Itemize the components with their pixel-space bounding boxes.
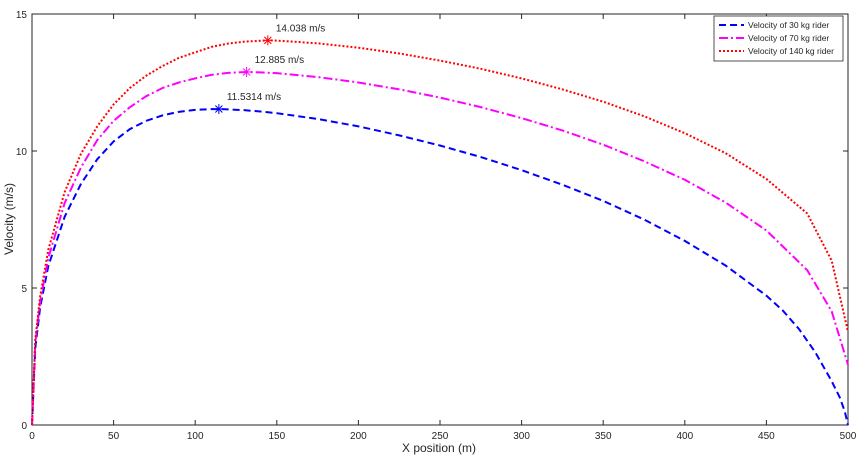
- peak-marker-stroke: [215, 105, 223, 113]
- x-tick-label: 350: [595, 431, 612, 442]
- annotation-group: 11.5314 m/s 12.885 m/s 14.038 m/s: [213, 23, 325, 115]
- y-tick-label: 10: [16, 147, 28, 158]
- x-tick-label: 250: [432, 431, 449, 442]
- legend-label-2: Velocity of 70 kg rider: [748, 33, 829, 43]
- x-axis-label: X position (m): [402, 441, 476, 455]
- peak-marker-3: [262, 35, 273, 46]
- peak-marker-stroke: [263, 36, 272, 45]
- peak-marker-2: [241, 66, 252, 77]
- x-tick-label: 0: [29, 431, 35, 442]
- series-group: [31, 39, 849, 426]
- x-tick-label: 450: [758, 431, 775, 442]
- peak-label-2: 12.885 m/s: [255, 55, 304, 66]
- x-tick-label: 200: [350, 431, 367, 442]
- legend-label-3: Velocity of 140 kg rider: [748, 46, 834, 56]
- legend-label-1: Velocity of 30 kg rider: [748, 20, 829, 30]
- x-tick-label: 300: [513, 431, 530, 442]
- axes-group: [31, 13, 849, 426]
- y-tick-label: 0: [21, 421, 27, 432]
- x-tick-label: 400: [676, 431, 693, 442]
- legend-box: [713, 15, 844, 62]
- y-tick-label: 15: [16, 10, 28, 21]
- y-axis-label: Velocity (m/s): [2, 183, 16, 255]
- x-tick-label: 50: [108, 431, 120, 442]
- peak-label-1: 11.5314 m/s: [227, 92, 281, 103]
- peak-marker-stroke: [242, 68, 251, 76]
- plot-area-box: [31, 13, 849, 426]
- x-tick-label: 150: [268, 431, 285, 442]
- legend: Velocity of 30 kg rider Velocity of 70 kg…: [713, 15, 844, 62]
- series-line-3: [31, 39, 849, 426]
- tick-group: 0 50 100 150 200 250 300 350 400 450 500 0 5 10 15: [16, 10, 857, 442]
- peak-marker-1: [213, 104, 224, 115]
- peak-label-3: 14.038 m/s: [276, 23, 325, 34]
- x-tick-label: 100: [187, 431, 204, 442]
- series-line-1: [31, 108, 849, 426]
- y-tick-label: 5: [21, 284, 27, 295]
- series-line-2: [31, 70, 849, 426]
- x-tick-label: 500: [840, 431, 857, 442]
